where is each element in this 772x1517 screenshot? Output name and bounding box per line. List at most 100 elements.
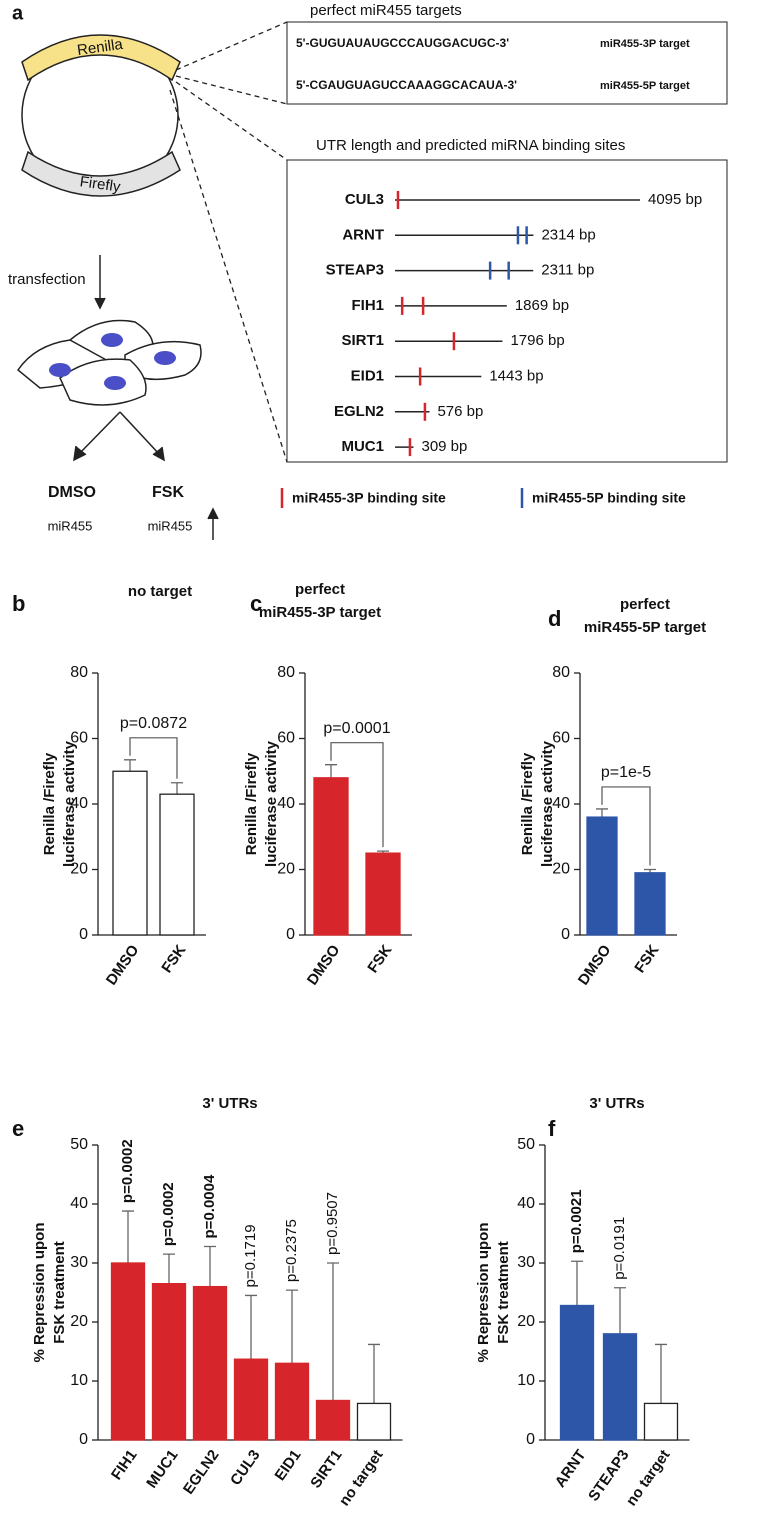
bar <box>112 770 148 936</box>
y-axis-label: % Repression upon <box>31 1222 48 1362</box>
y-axis-label: luciferase activity <box>539 740 556 867</box>
utr-length: 4095 bp <box>648 191 702 208</box>
y-tick-label: 0 <box>286 926 295 943</box>
p-value: p=0.0002 <box>160 1182 177 1246</box>
cells <box>16 255 219 540</box>
p-value: p=0.0004 <box>201 1174 218 1238</box>
error-bar <box>286 1289 298 1364</box>
bar <box>356 1402 392 1441</box>
sequence: 5'-GUGUAUAUGCCCAUGGACUGC-3' <box>296 36 509 50</box>
annotation: p=0.0872 <box>120 715 187 732</box>
y-tick-label: 0 <box>79 1431 88 1448</box>
error-bar <box>614 1287 626 1334</box>
y-tick-label: 40 <box>277 795 295 812</box>
utr-box <box>286 159 728 463</box>
x-tick-label: EID1 <box>271 1447 304 1484</box>
y-tick-label: 20 <box>70 861 88 878</box>
panel-letter: f <box>548 1116 556 1141</box>
y-tick-label: 80 <box>70 664 88 681</box>
panel-letter: a <box>12 2 24 24</box>
panel-letter: c <box>250 591 262 616</box>
bar <box>365 852 401 936</box>
gene-name: MUC1 <box>341 438 384 455</box>
x-tick-label: CUL3 <box>227 1447 263 1489</box>
x-tick-label: FSK <box>631 942 662 976</box>
condition-label: DMSO <box>48 484 96 501</box>
gene-name: EGLN2 <box>334 403 384 420</box>
bar <box>274 1362 310 1441</box>
utr-length: 1443 bp <box>489 367 543 384</box>
gene-name: CUL3 <box>345 191 384 208</box>
y-tick-label: 60 <box>70 730 88 747</box>
y-tick-label: 10 <box>517 1372 535 1389</box>
panel-letter: d <box>548 606 561 631</box>
error-bar <box>245 1294 257 1360</box>
targets-title: perfect miR455 targets <box>310 2 462 19</box>
y-tick-label: 0 <box>561 926 570 943</box>
y-axis-label: FSK treatment <box>51 1241 68 1344</box>
bar <box>151 1283 187 1441</box>
dashed-connectors <box>169 21 288 463</box>
panel-letter: b <box>12 591 25 616</box>
y-axis-label: FSK treatment <box>495 1241 512 1344</box>
utr-length: 1796 bp <box>510 332 564 349</box>
bar <box>159 793 195 936</box>
y-tick-label: 30 <box>517 1254 535 1271</box>
chart-title: miR455-5P target <box>584 619 706 636</box>
chart-title: 3' UTRs <box>589 1095 644 1112</box>
error-bar <box>122 1210 134 1263</box>
x-tick-label: EGLN2 <box>180 1447 223 1498</box>
significance-bracket <box>601 786 651 866</box>
gene-name: STEAP3 <box>326 262 384 279</box>
gene-name: SIRT1 <box>341 332 384 349</box>
y-tick-label: 40 <box>70 1195 88 1212</box>
error-bar <box>171 782 183 795</box>
y-tick-label: 20 <box>552 861 570 878</box>
y-tick-label: 30 <box>70 1254 88 1271</box>
x-tick-label: DMSO <box>304 942 344 989</box>
x-tick-label: FSK <box>158 942 189 976</box>
firefly-label: Firefly <box>79 173 122 196</box>
significance-bracket <box>129 737 178 779</box>
y-tick-label: 20 <box>70 1313 88 1330</box>
annotation: p=1e-5 <box>601 764 651 781</box>
y-axis-label: % Repression upon <box>475 1222 492 1362</box>
legend-label: miR455-3P binding site <box>292 490 446 506</box>
chart-title: perfect <box>620 596 670 613</box>
sequence: 5'-CGAUGUAGUCCAAAGGCACAUA-3' <box>296 78 517 92</box>
y-tick-label: 40 <box>70 795 88 812</box>
p-value: p=0.0002 <box>119 1139 136 1203</box>
utr-length: 2311 bp <box>541 262 594 279</box>
legend-label: miR455-5P binding site <box>532 490 686 506</box>
x-tick-label: DMSO <box>575 942 615 989</box>
utr-length: 1869 bp <box>515 297 569 314</box>
y-tick-label: 0 <box>526 1431 535 1448</box>
y-tick-label: 80 <box>552 664 570 681</box>
x-tick-label: SIRT1 <box>307 1447 345 1492</box>
bar <box>110 1262 146 1441</box>
p-value: p=0.9507 <box>324 1192 341 1255</box>
y-tick-label: 50 <box>517 1136 535 1153</box>
gene-name: EID1 <box>351 367 384 384</box>
condition-label: FSK <box>152 484 184 501</box>
error-bar <box>655 1343 667 1404</box>
y-tick-label: 50 <box>70 1136 88 1153</box>
bar <box>602 1333 638 1441</box>
utr-length: 2314 bp <box>541 226 595 243</box>
utr-title: UTR length and predicted miRNA binding s… <box>316 137 625 154</box>
error-bar <box>368 1343 380 1404</box>
bar <box>313 777 349 936</box>
mirna-label: miR455 <box>148 518 193 533</box>
utr-length: 576 bp <box>437 403 483 420</box>
y-tick-label: 20 <box>517 1313 535 1330</box>
sequence-label: miR455-5P target <box>600 80 690 92</box>
y-tick-label: 40 <box>552 795 570 812</box>
gene-name: ARNT <box>342 226 384 243</box>
renilla-label: Renilla <box>76 36 124 59</box>
y-axis-label: luciferase activity <box>61 740 78 867</box>
chart-title: no target <box>128 583 192 600</box>
p-value: p=0.0021 <box>568 1189 585 1253</box>
x-tick-label: ARNT <box>552 1447 590 1491</box>
gene-name: FIH1 <box>351 297 384 314</box>
